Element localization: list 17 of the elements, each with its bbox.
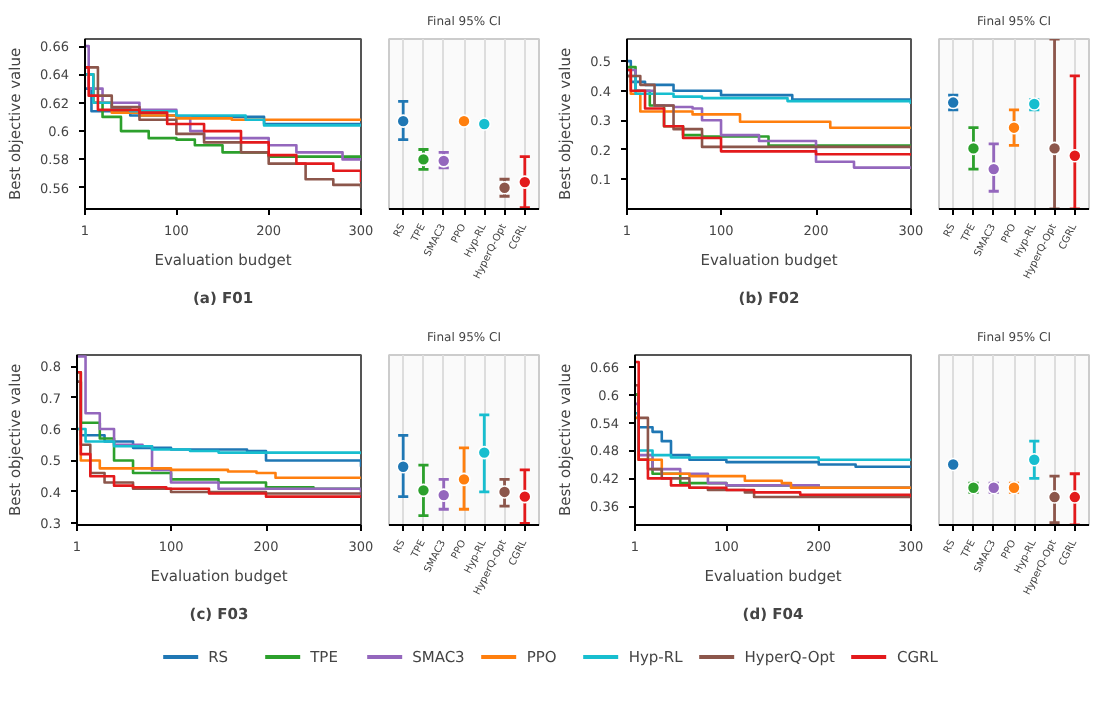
point [477,445,492,460]
point [518,489,532,504]
point [1007,120,1021,135]
point [1068,490,1082,504]
point [1047,141,1062,156]
point [1027,453,1042,467]
point [497,485,512,499]
point [986,162,1001,176]
point [396,114,410,128]
point [518,175,532,189]
point [966,141,981,156]
point [436,488,451,502]
point [1068,148,1082,163]
point [1047,490,1062,504]
point [396,459,410,474]
point [457,472,471,487]
point [416,483,431,498]
